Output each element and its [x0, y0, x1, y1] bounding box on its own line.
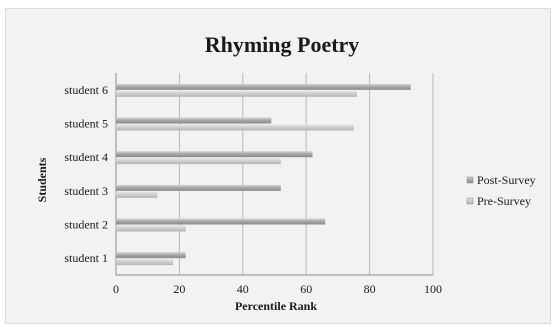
chart-frame: Rhyming Poetry student 1 student 2 student… — [5, 8, 551, 324]
bar-post-survey — [116, 151, 313, 158]
y-tick-label: student 5 — [64, 117, 108, 131]
bar-pre-survey — [116, 225, 186, 232]
y-tick-label: student 4 — [64, 150, 108, 164]
bar-post-survey — [116, 252, 186, 259]
gridlines — [115, 73, 434, 276]
x-tick-labels: 0 20 40 60 80 100 — [113, 282, 442, 296]
x-axis-label: Percentile Rank — [235, 299, 317, 313]
x-tick-label: 60 — [300, 282, 312, 296]
y-tick-label: student 3 — [64, 184, 108, 198]
y-tick-label: student 6 — [64, 83, 108, 97]
bar-pre-survey — [116, 90, 357, 97]
bar-pre-survey — [116, 191, 158, 198]
legend-label: Post-Survey — [477, 173, 536, 187]
y-tick-label: student 2 — [64, 218, 108, 232]
y-tick-labels: student 1 student 2 student 3 student 4 stud… — [64, 83, 108, 265]
bar-post-survey — [116, 218, 326, 225]
x-tick-label: 20 — [173, 282, 185, 296]
bars — [116, 83, 411, 266]
bar-post-survey — [116, 83, 411, 90]
x-tick-label: 0 — [113, 282, 119, 296]
x-tick-label: 40 — [237, 282, 249, 296]
bar-pre-survey — [116, 124, 354, 131]
legend: Post-Survey Pre-Survey — [466, 173, 536, 208]
bar-post-survey — [116, 117, 272, 124]
x-tick-label: 80 — [364, 282, 376, 296]
legend-swatch — [466, 176, 474, 184]
x-tick-label: 100 — [424, 282, 442, 296]
y-tick-label: student 1 — [64, 251, 108, 265]
legend-label: Pre-Survey — [477, 194, 531, 208]
bar-pre-survey — [116, 158, 281, 165]
legend-swatch — [466, 197, 474, 205]
y-axis-label: Students — [35, 157, 49, 202]
bar-post-survey — [116, 184, 281, 191]
chart-title: Rhyming Poetry — [205, 32, 360, 57]
bar-pre-survey — [116, 259, 174, 266]
